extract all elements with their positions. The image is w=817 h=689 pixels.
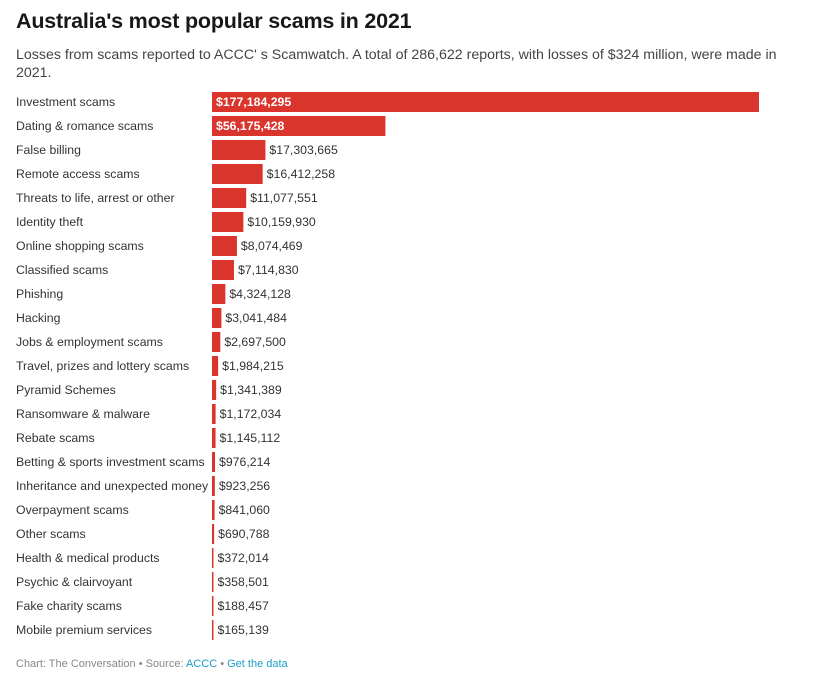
bar <box>212 524 215 544</box>
value-label: $3,041,484 <box>225 311 287 325</box>
value-label: $923,256 <box>219 479 270 493</box>
category-label: Health & medical products <box>16 551 160 565</box>
chart-footer: Chart: The Conversation • Source: ACCC •… <box>16 658 288 670</box>
bar <box>212 92 759 112</box>
bar <box>212 476 215 496</box>
category-label: Mobile premium services <box>16 623 152 637</box>
category-label: Inheritance and unexpected money <box>16 479 209 493</box>
category-label: Online shopping scams <box>16 239 144 253</box>
value-label: $16,412,258 <box>267 167 336 181</box>
value-label: $56,175,428 <box>216 119 285 133</box>
bar <box>212 212 244 232</box>
bar <box>212 260 234 280</box>
bar <box>212 308 222 328</box>
bar <box>212 116 386 136</box>
bar <box>212 164 263 184</box>
chart-title: Australia's most popular scams in 2021 <box>16 9 412 33</box>
category-label: Threats to life, arrest or other <box>16 191 175 205</box>
value-label: $841,060 <box>219 503 270 517</box>
category-label: Pyramid Schemes <box>16 383 116 397</box>
get-the-data-link[interactable]: Get the data <box>227 658 288 670</box>
bar <box>212 428 216 448</box>
category-label: Other scams <box>16 527 86 541</box>
bar <box>212 452 216 472</box>
value-label: $10,159,930 <box>247 215 316 229</box>
category-label: Dating & romance scams <box>16 119 153 133</box>
bar <box>212 500 215 520</box>
bar <box>212 404 216 424</box>
bar <box>212 236 237 256</box>
bar <box>212 620 214 640</box>
value-label: $17,303,665 <box>269 143 338 157</box>
category-label: Hacking <box>16 311 61 325</box>
category-label: Classified scams <box>16 263 108 277</box>
category-label: Overpayment scams <box>16 503 129 517</box>
value-label: $372,014 <box>218 551 269 565</box>
category-label: Ransomware & malware <box>16 407 150 421</box>
bar <box>212 188 247 208</box>
source-link[interactable]: ACCC <box>185 658 218 670</box>
category-label: Identity theft <box>16 215 84 229</box>
bar <box>212 284 226 304</box>
category-label: Investment scams <box>16 95 115 109</box>
value-label: $1,145,112 <box>220 431 281 445</box>
bar <box>212 572 214 592</box>
category-label: Fake charity scams <box>16 599 122 613</box>
category-label: False billing <box>16 143 81 157</box>
value-label: $1,341,389 <box>220 383 282 397</box>
category-label: Phishing <box>16 287 63 301</box>
value-label: $1,984,215 <box>222 359 284 373</box>
chart-subtitle: Losses from scams reported to ACCC' s Sc… <box>16 47 777 81</box>
bar <box>212 356 219 376</box>
value-label: $177,184,295 <box>216 95 291 109</box>
bar <box>212 140 266 160</box>
value-label: $2,697,500 <box>224 335 286 349</box>
value-label: $976,214 <box>219 455 270 469</box>
category-label: Rebate scams <box>16 431 95 445</box>
value-label: $690,788 <box>218 527 269 541</box>
bar <box>212 596 214 616</box>
value-label: $8,074,469 <box>241 239 303 253</box>
footer-separator: • <box>217 658 228 670</box>
bar <box>212 380 217 400</box>
bar <box>212 548 214 568</box>
category-label: Jobs & employment scams <box>16 335 163 349</box>
value-label: $4,324,128 <box>229 287 291 301</box>
value-label: $188,457 <box>218 599 269 613</box>
bar <box>212 332 221 352</box>
value-label: $7,114,830 <box>238 263 299 277</box>
footer-credit: Chart: The Conversation • Source: <box>16 658 186 670</box>
value-label: $1,172,034 <box>220 407 282 421</box>
category-label: Travel, prizes and lottery scams <box>16 359 189 373</box>
category-label: Remote access scams <box>16 167 140 181</box>
value-label: $165,139 <box>218 623 269 637</box>
category-label: Psychic & clairvoyant <box>16 575 133 589</box>
value-label: $11,077,551 <box>250 191 318 205</box>
category-label: Betting & sports investment scams <box>16 455 205 469</box>
value-label: $358,501 <box>218 575 269 589</box>
